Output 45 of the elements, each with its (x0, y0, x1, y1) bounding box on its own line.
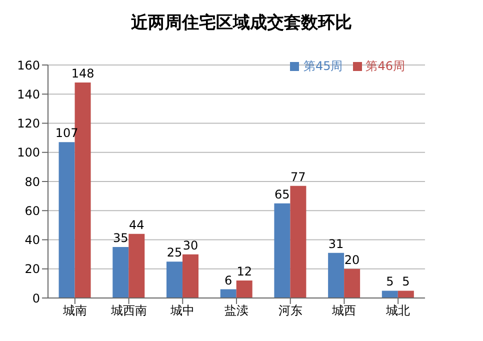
data-label: 30 (182, 238, 198, 252)
data-label: 31 (328, 236, 344, 251)
x-tick-label: 城中 (170, 304, 195, 318)
x-tick-label: 城北 (385, 304, 410, 318)
x-tick-label: 城南 (62, 304, 87, 318)
y-tick-label: 20 (24, 262, 40, 276)
legend-label: 第46周 (366, 59, 405, 73)
bar (398, 290, 414, 298)
bar (328, 252, 344, 298)
bar (166, 262, 182, 298)
data-label: 148 (71, 66, 94, 80)
x-tick-label: 城西南 (110, 304, 147, 318)
bar (344, 268, 360, 298)
data-label: 20 (344, 252, 360, 267)
x-tick-label: 河东 (278, 304, 302, 318)
y-tick-label: 140 (17, 87, 40, 102)
bar (182, 254, 198, 298)
y-tick-label: 100 (17, 146, 40, 160)
data-label: 44 (128, 218, 144, 232)
bar (128, 234, 145, 298)
y-tick-label: 80 (24, 174, 40, 189)
data-label: 12 (236, 264, 252, 279)
data-label: 5 (402, 274, 410, 289)
bar (382, 290, 398, 298)
data-label: 65 (274, 187, 290, 202)
legend-label: 第45周 (303, 59, 343, 73)
bar (220, 289, 236, 298)
bar (236, 280, 252, 298)
y-tick-label: 60 (24, 204, 40, 218)
x-tick-label: 盐渎 (224, 304, 248, 318)
y-tick-label: 40 (24, 233, 40, 248)
y-tick-label: 160 (17, 58, 40, 72)
bar (58, 142, 75, 298)
y-tick-label: 0 (32, 291, 40, 306)
bar (274, 203, 290, 298)
chart-title: 近两周住宅区域成交套数环比 (130, 12, 353, 35)
data-label: 6 (224, 273, 232, 288)
bar (290, 186, 306, 298)
data-label: 77 (290, 170, 306, 184)
x-tick-label: 城西 (331, 304, 356, 318)
y-tick-label: 120 (17, 116, 40, 131)
bar (112, 247, 129, 298)
data-label: 5 (386, 274, 394, 289)
data-label: 35 (112, 231, 128, 246)
data-label: 25 (166, 246, 182, 260)
